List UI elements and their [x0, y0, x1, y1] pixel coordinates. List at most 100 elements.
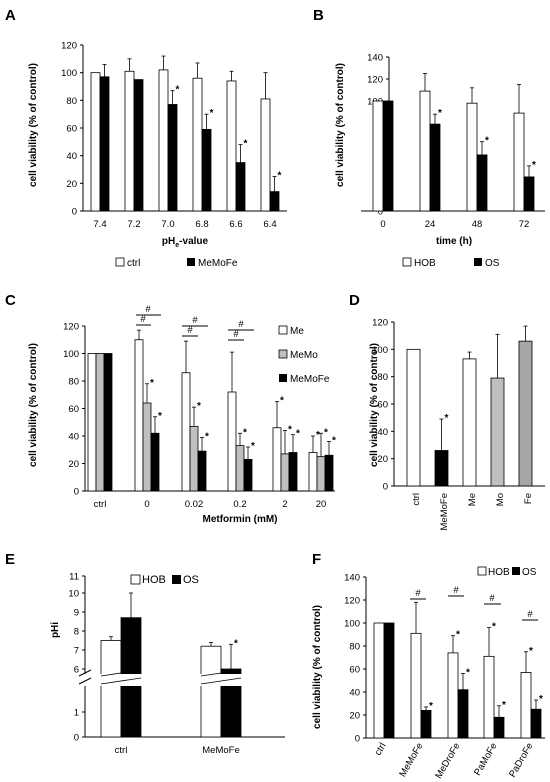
panel-a-legend: ctrl MeMoFe	[115, 257, 238, 269]
legend-label-os: OS	[485, 258, 500, 269]
series-1-cat-1-significance-star: *	[234, 638, 238, 649]
legend-label-hob: HOB	[488, 567, 510, 578]
series-1-cat-2-significance-star: *	[197, 401, 201, 412]
panel-d-xtick: Mo	[495, 493, 506, 506]
panel-a-bars: * * * *	[90, 55, 282, 212]
series-1-cat-0-bar	[382, 100, 394, 212]
panel-e-ytick: 1	[74, 708, 79, 719]
series-1-cat-0-bar	[95, 353, 105, 492]
panel-b-xtick: 0	[380, 219, 385, 230]
panel-a-yticks: 0 20 40 60 80 100 120	[61, 41, 84, 218]
series-1-cat-4-bar	[235, 162, 246, 212]
panel-a-xtick: 6.4	[263, 219, 276, 230]
panel-b-label: B	[313, 7, 324, 24]
panel-a-xtick: 7.2	[127, 219, 140, 230]
panel-e-label: E	[5, 551, 15, 568]
panel-d: D cell viability (% of control) 0 20 40 …	[349, 292, 545, 530]
series-2-cat-2-bar	[197, 450, 207, 492]
sig-marker: #	[140, 314, 146, 325]
bar-break-mark	[100, 669, 242, 685]
legend-swatch-memofe	[187, 258, 195, 266]
series-1-cat-4-significance-star: *	[288, 425, 292, 436]
legend-swatch-ctrl	[115, 257, 125, 267]
legend-label-hob: HOB	[142, 574, 166, 586]
panel-a-ytick-40: 40	[66, 151, 77, 162]
sig-marker: #	[187, 325, 193, 336]
panel-b-bars: * * *	[372, 73, 536, 212]
panel-e-ytick: 6	[74, 665, 79, 676]
panel-f-yticks: 0 20 40 60 80 100 120 140	[344, 573, 367, 745]
sig-marker: #	[527, 609, 533, 620]
panel-f-ytick: 140	[344, 573, 360, 584]
panel-a-ytick-120: 120	[61, 41, 77, 52]
sig-marker: #	[238, 319, 244, 330]
series-1-cat-1-significance-star: *	[429, 701, 433, 712]
legend-swatch-os	[474, 258, 482, 266]
panel-c-xtick: 2	[282, 499, 287, 510]
series-0-cat-2-bar	[447, 652, 459, 739]
panel-c-xtick: 0.2	[233, 499, 246, 510]
panel-b-ytick: 120	[367, 75, 383, 86]
legend-label-hob: HOB	[414, 258, 436, 269]
series-2-cat-3-bar	[243, 458, 253, 492]
series-0-cat-5-significance-star: *	[316, 430, 320, 441]
panel-d-xtick: MeMoFe	[439, 493, 450, 530]
panel-a-ytick-80: 80	[66, 96, 77, 107]
panel-d-ytick: 80	[377, 372, 388, 383]
axis-break-mark	[78, 669, 92, 685]
panel-d-yticks: 0 20 40 60 80 100 120	[372, 318, 395, 493]
series-1-cat-4-significance-star: *	[539, 694, 543, 705]
series-1-cat-3-bar	[523, 176, 535, 212]
panel-b-xlabel: time (h)	[436, 236, 472, 247]
series-0-cat-1-bar	[200, 645, 222, 738]
series-1-cat-2-bar	[457, 689, 469, 739]
panel-e-ytick: 9	[74, 608, 79, 619]
panel-e-xtick: MeMoFe	[202, 745, 239, 756]
panel-a: A cell viability (% of control) 0 20 40 …	[5, 7, 287, 269]
panel-c-bars: * * * * * * * * * * * *	[87, 329, 336, 492]
panel-a-xtick: 6.6	[229, 219, 242, 230]
panel-d-ytick: 120	[372, 318, 388, 329]
panel-c-xtick: 0	[144, 499, 149, 510]
panel-f-ytick: 40	[349, 688, 360, 699]
panel-b-xtick: 72	[519, 219, 530, 230]
series-0-cat-5-bar	[260, 98, 271, 212]
series-1-cat-2-significance-star: *	[176, 85, 180, 96]
panel-a-ytick-0: 0	[72, 207, 77, 218]
series-1-cat-0-bar	[99, 76, 110, 212]
panel-f-ytick: 80	[349, 642, 360, 653]
panel-a-ytick-100: 100	[61, 68, 77, 79]
bar-0-bar	[406, 348, 421, 487]
panel-a-label: A	[5, 7, 16, 24]
legend-swatch-hob	[477, 566, 487, 576]
series-0-cat-4-bar	[226, 80, 237, 212]
series-1-cat-1-significance-star: *	[150, 378, 154, 389]
panel-f-ytick: 100	[344, 619, 360, 630]
panel-d-ytick: 100	[372, 345, 388, 356]
panel-b-legend: HOB OS	[402, 257, 500, 269]
series-0-cat-0-bar	[100, 640, 122, 738]
series-0-cat-4-significance-star: *	[529, 646, 533, 657]
series-1-cat-3-significance-star: *	[502, 700, 506, 711]
panel-b-ytick: 0	[378, 207, 383, 218]
panel-c-xticks: ctrl 0 0.02 0.2 2 20	[94, 499, 327, 510]
panel-e-ytick: 7	[74, 646, 79, 657]
panel-e-ytick: 11	[69, 572, 79, 583]
panel-f-ytick: 120	[344, 596, 360, 607]
panel-d-xtick: Me	[467, 493, 478, 506]
legend-label-memo: MeMo	[290, 350, 318, 361]
series-0-cat-0-bar	[373, 622, 385, 739]
panel-b-ytick: 140	[367, 53, 383, 64]
series-1-cat-2-bar	[167, 104, 178, 212]
series-0-cat-1-bar	[124, 70, 135, 212]
series-1-cat-2-bar	[476, 154, 488, 212]
panel-c-ytick: 100	[63, 349, 79, 360]
panel-f-ylabel: cell viability (% of control)	[312, 605, 323, 729]
bar-1-bar	[434, 450, 449, 487]
panel-e-xtick: ctrl	[115, 745, 128, 756]
panel-c: C cell viability (% of control) 0 20 40 …	[5, 292, 336, 525]
series-0-cat-5-bar	[308, 452, 318, 492]
series-2-cat-3-significance-star: *	[251, 441, 255, 452]
legend-swatch-me	[278, 325, 288, 335]
